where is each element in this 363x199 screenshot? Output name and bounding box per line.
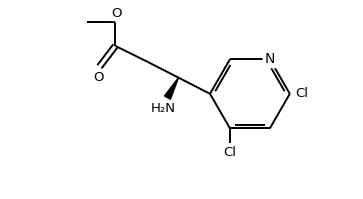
Text: O: O xyxy=(111,7,122,20)
Text: Cl: Cl xyxy=(224,146,236,159)
Text: H₂N: H₂N xyxy=(151,102,176,115)
Text: O: O xyxy=(93,71,104,84)
Polygon shape xyxy=(164,78,179,99)
Text: N: N xyxy=(265,52,275,66)
Text: Cl: Cl xyxy=(295,87,309,100)
